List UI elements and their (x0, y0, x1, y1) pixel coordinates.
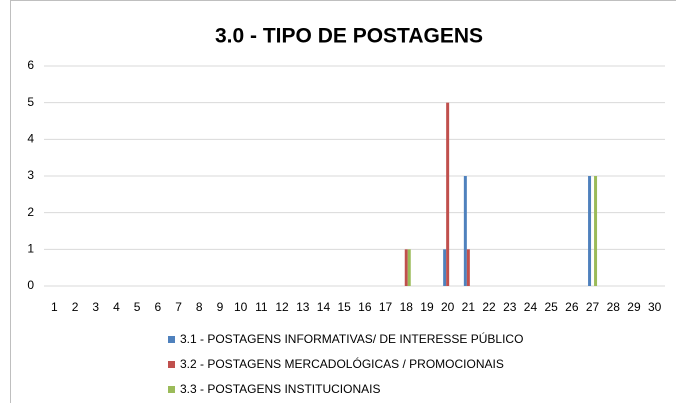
bar (407, 249, 411, 286)
x-tick-label: 5 (134, 300, 141, 314)
y-tick-label: 1 (27, 242, 34, 256)
x-tick-label: 6 (155, 300, 162, 314)
x-tick-label: 22 (482, 300, 496, 314)
x-tick-label: 14 (317, 300, 331, 314)
legend-swatch (168, 336, 175, 343)
x-tick-label: 12 (275, 300, 289, 314)
bar (594, 176, 598, 286)
y-tick-label: 3 (27, 168, 34, 182)
x-tick-label: 30 (648, 300, 662, 314)
bar (588, 176, 592, 286)
x-tick-label: 13 (296, 300, 310, 314)
x-tick-label: 24 (524, 300, 538, 314)
x-tick-label: 3 (92, 300, 99, 314)
y-tick-label: 4 (27, 132, 34, 146)
bar (463, 176, 467, 286)
legend-swatch (168, 386, 175, 393)
x-tick-label: 20 (441, 300, 455, 314)
legend-label: 3.1 - POSTAGENS INFORMATIVAS/ DE INTERES… (180, 331, 523, 346)
x-tick-label: 4 (113, 300, 120, 314)
x-tick-label: 15 (337, 300, 351, 314)
legend-label: 3.3 - POSTAGENS INSTITUCIONAIS (180, 382, 380, 396)
bar (404, 249, 408, 286)
bar (446, 102, 450, 287)
x-tick-label: 7 (175, 300, 182, 314)
x-tick-label: 28 (607, 300, 621, 314)
y-tick-label: 5 (27, 95, 34, 109)
x-tick-label: 10 (234, 300, 248, 314)
y-tick-label: 0 (27, 278, 34, 292)
bar (443, 249, 447, 286)
x-tick-label: 17 (379, 300, 393, 314)
x-tick-label: 1 (51, 300, 58, 314)
x-tick-label: 11 (255, 300, 268, 314)
x-tick-label: 16 (358, 300, 372, 314)
x-tick-label: 19 (420, 300, 434, 314)
chart-frame (10, 0, 676, 403)
x-tick-label: 8 (196, 300, 203, 314)
x-tick-label: 18 (400, 300, 414, 314)
x-tick-label: 21 (462, 300, 476, 314)
legend-swatch (168, 361, 175, 368)
bar (466, 249, 470, 286)
x-tick-label: 27 (586, 300, 600, 314)
y-tick-label: 2 (27, 205, 34, 219)
y-tick-label: 6 (27, 58, 34, 72)
x-tick-label: 25 (544, 300, 558, 314)
x-tick-label: 2 (72, 300, 79, 314)
x-tick-label: 23 (503, 300, 517, 314)
x-tick-label: 29 (627, 300, 641, 314)
chart-title: 3.0 - TIPO DE POSTAGENS (215, 25, 483, 48)
x-tick-label: 26 (565, 300, 579, 314)
legend-label: 3.2 - POSTAGENS MERCADOLÓGICAS / PROMOCI… (180, 356, 504, 371)
x-tick-label: 9 (217, 300, 224, 314)
